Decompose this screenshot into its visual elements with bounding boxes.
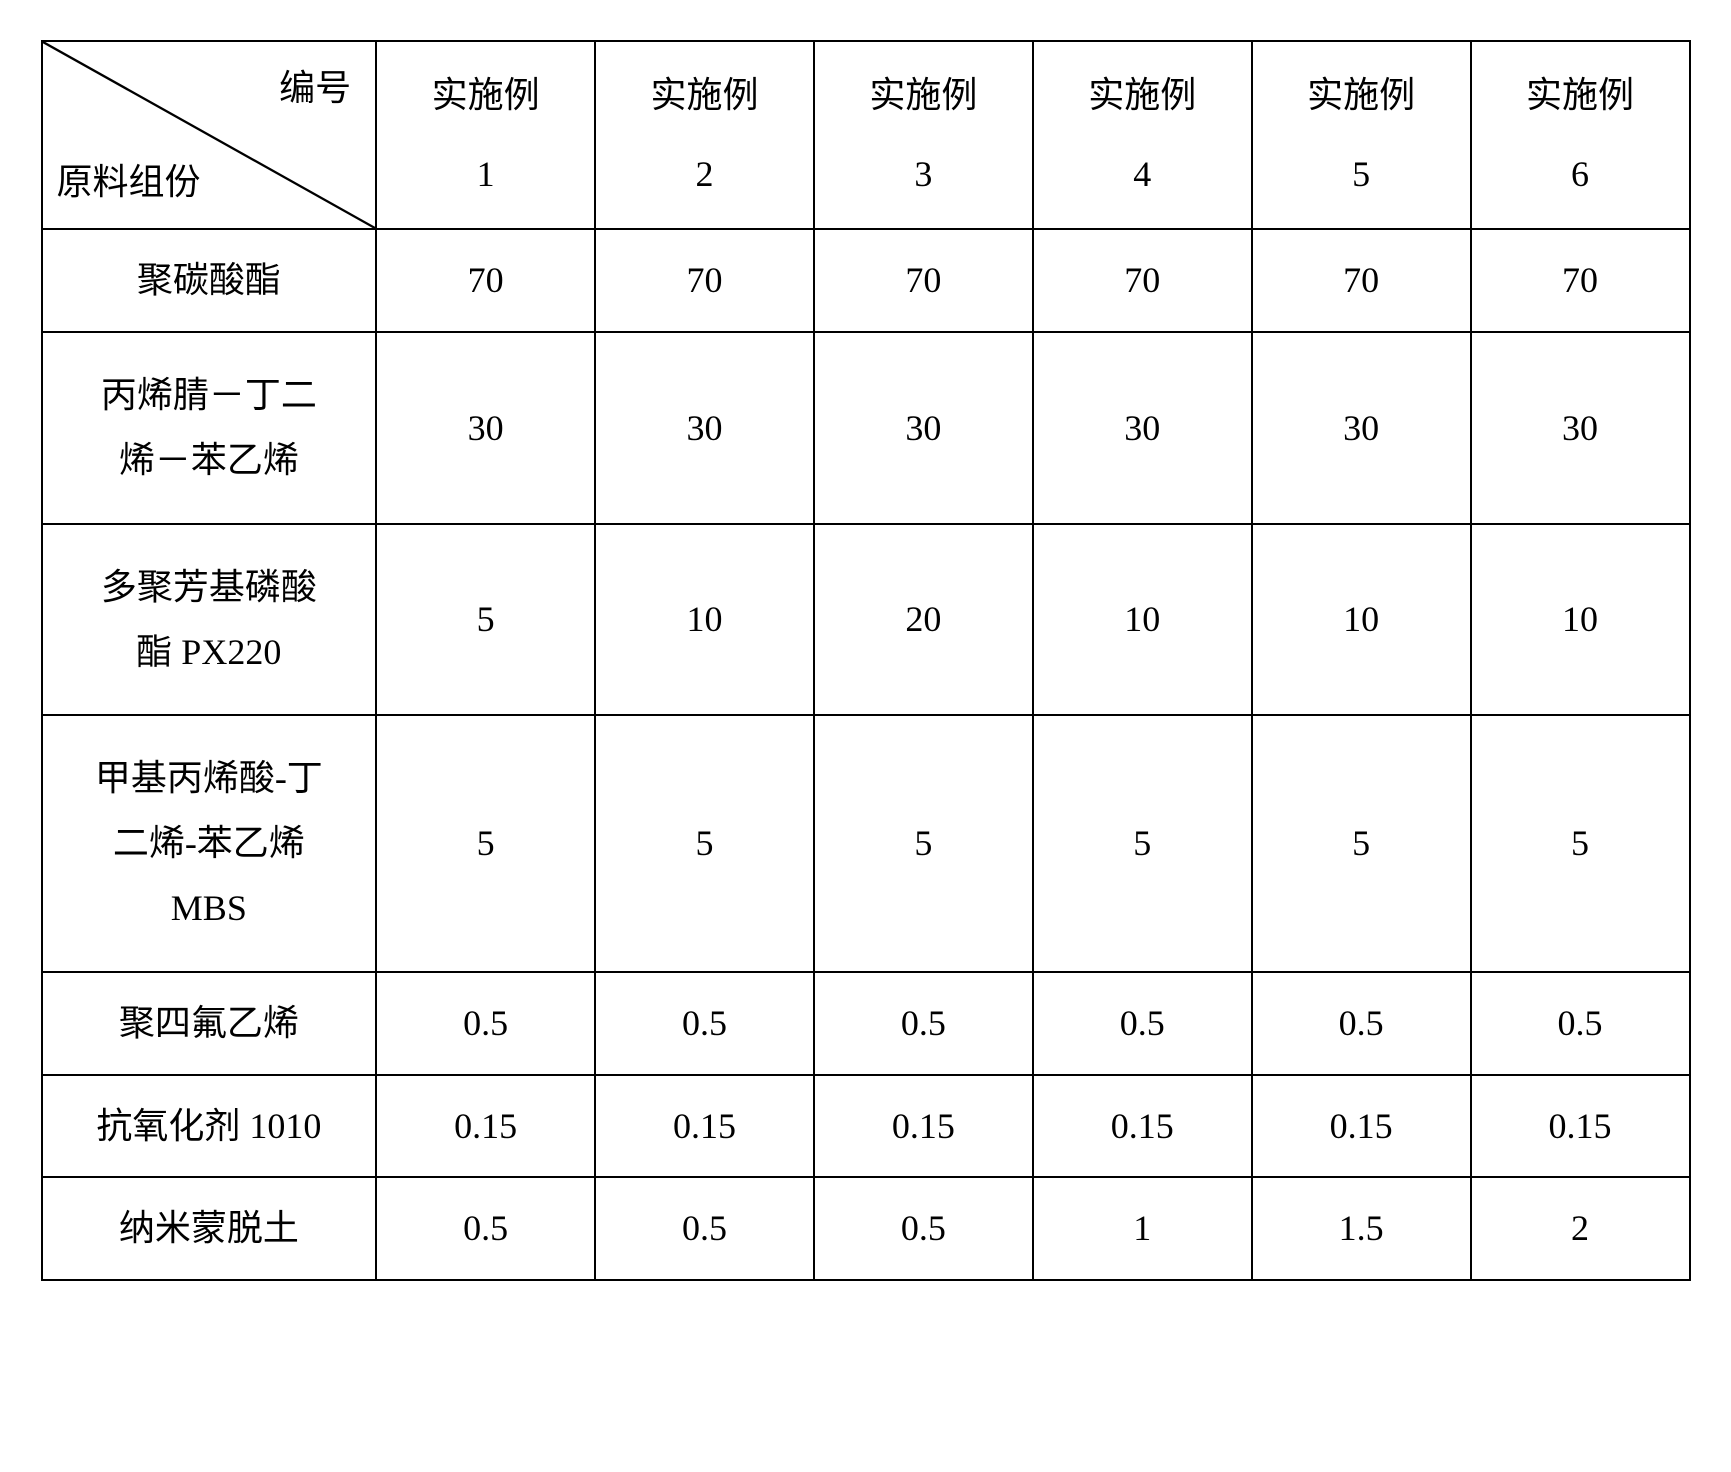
cell: 0.15: [595, 1075, 814, 1178]
col-number: 3: [914, 154, 932, 194]
cell: 30: [1471, 332, 1690, 524]
cell: 0.15: [376, 1075, 595, 1178]
cell: 70: [1252, 229, 1471, 332]
cell: 30: [1252, 332, 1471, 524]
table-header-row: 编号 原料组份 实施例 1 实施例 2 实施例 3 实施例 4 实施例 5: [42, 41, 1690, 229]
cell: 5: [376, 524, 595, 716]
col-number: 1: [477, 154, 495, 194]
cell: 70: [1471, 229, 1690, 332]
table-body: 聚碳酸酯 70 70 70 70 70 70 丙烯腈－丁二烯－苯乙烯 30 30…: [42, 229, 1690, 1280]
cell: 0.5: [814, 972, 1033, 1075]
cell: 10: [1252, 524, 1471, 716]
row-label: 抗氧化剂 1010: [42, 1075, 377, 1178]
cell: 0.5: [595, 1177, 814, 1280]
row-label: 纳米蒙脱土: [42, 1177, 377, 1280]
col-label: 实施例: [1526, 75, 1634, 115]
table-row: 丙烯腈－丁二烯－苯乙烯 30 30 30 30 30 30: [42, 332, 1690, 524]
cell: 30: [595, 332, 814, 524]
row-label: 聚四氟乙烯: [42, 972, 377, 1075]
cell: 0.5: [376, 972, 595, 1075]
cell: 5: [376, 715, 595, 971]
col-label: 实施例: [432, 75, 540, 115]
table-row: 纳米蒙脱土 0.5 0.5 0.5 1 1.5 2: [42, 1177, 1690, 1280]
row-label: 多聚芳基磷酸酯 PX220: [42, 524, 377, 716]
cell: 10: [1033, 524, 1252, 716]
cell: 1: [1033, 1177, 1252, 1280]
cell: 70: [814, 229, 1033, 332]
table-row: 多聚芳基磷酸酯 PX220 5 10 20 10 10 10: [42, 524, 1690, 716]
cell: 0.5: [595, 972, 814, 1075]
cell: 0.15: [1471, 1075, 1690, 1178]
cell: 1.5: [1252, 1177, 1471, 1280]
cell: 5: [814, 715, 1033, 971]
cell: 0.15: [814, 1075, 1033, 1178]
cell: 5: [1252, 715, 1471, 971]
col-label: 实施例: [650, 75, 758, 115]
cell: 30: [376, 332, 595, 524]
cell: 5: [595, 715, 814, 971]
col-number: 5: [1352, 154, 1370, 194]
col-header-4: 实施例 4: [1033, 41, 1252, 229]
cell: 10: [595, 524, 814, 716]
col-number: 6: [1571, 154, 1589, 194]
header-diagonal-cell: 编号 原料组份: [42, 41, 377, 229]
col-header-1: 实施例 1: [376, 41, 595, 229]
col-label: 实施例: [869, 75, 977, 115]
cell: 0.5: [1033, 972, 1252, 1075]
cell: 30: [1033, 332, 1252, 524]
table-row: 聚四氟乙烯 0.5 0.5 0.5 0.5 0.5 0.5: [42, 972, 1690, 1075]
row-label: 甲基丙烯酸-丁二烯-苯乙烯MBS: [42, 715, 377, 971]
col-number: 4: [1133, 154, 1151, 194]
cell: 0.15: [1252, 1075, 1471, 1178]
col-number: 2: [695, 154, 713, 194]
cell: 30: [814, 332, 1033, 524]
cell: 0.5: [1471, 972, 1690, 1075]
cell: 70: [376, 229, 595, 332]
cell: 0.5: [814, 1177, 1033, 1280]
cell: 20: [814, 524, 1033, 716]
col-header-6: 实施例 6: [1471, 41, 1690, 229]
col-header-3: 实施例 3: [814, 41, 1033, 229]
cell: 5: [1471, 715, 1690, 971]
cell: 0.5: [1252, 972, 1471, 1075]
row-label: 丙烯腈－丁二烯－苯乙烯: [42, 332, 377, 524]
col-header-2: 实施例 2: [595, 41, 814, 229]
cell: 0.5: [376, 1177, 595, 1280]
table-row: 聚碳酸酯 70 70 70 70 70 70: [42, 229, 1690, 332]
table-row: 甲基丙烯酸-丁二烯-苯乙烯MBS 5 5 5 5 5 5: [42, 715, 1690, 971]
cell: 0.15: [1033, 1075, 1252, 1178]
cell: 70: [595, 229, 814, 332]
table-row: 抗氧化剂 1010 0.15 0.15 0.15 0.15 0.15 0.15: [42, 1075, 1690, 1178]
col-label: 实施例: [1088, 75, 1196, 115]
header-top-label: 编号: [279, 56, 351, 121]
cell: 2: [1471, 1177, 1690, 1280]
cell: 10: [1471, 524, 1690, 716]
row-label: 聚碳酸酯: [42, 229, 377, 332]
composition-table: 编号 原料组份 实施例 1 实施例 2 实施例 3 实施例 4 实施例 5: [41, 40, 1691, 1281]
col-label: 实施例: [1307, 75, 1415, 115]
cell: 5: [1033, 715, 1252, 971]
header-bottom-label: 原料组份: [57, 150, 201, 215]
col-header-5: 实施例 5: [1252, 41, 1471, 229]
cell: 70: [1033, 229, 1252, 332]
